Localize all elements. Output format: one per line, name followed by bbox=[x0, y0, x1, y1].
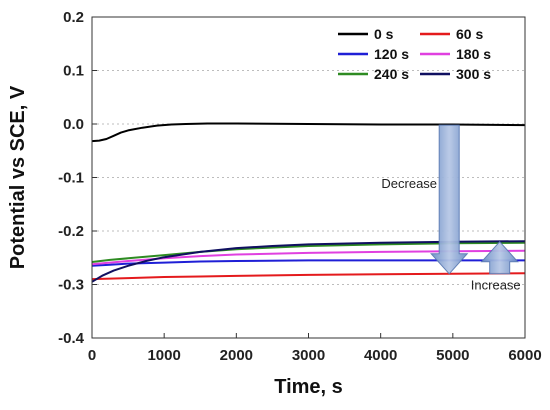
x-axis-title: Time, s bbox=[274, 376, 343, 398]
x-tick-label: 1000 bbox=[147, 347, 180, 364]
series-line bbox=[91, 272, 526, 281]
x-tick-label: 6000 bbox=[508, 347, 541, 364]
x-tick-label: 0 bbox=[88, 347, 96, 364]
axis-ticks: 0 1000 2000 3000 4000 5000 6000 -0.4 -0.3 -0.2 -0.… bbox=[58, 9, 542, 364]
series-line bbox=[91, 240, 526, 283]
y-tick-label: 0.0 bbox=[63, 116, 84, 133]
x-tick-label: 4000 bbox=[364, 347, 397, 364]
y-tick-label: -0.2 bbox=[58, 223, 84, 240]
y-tick-label: 0.1 bbox=[63, 63, 84, 80]
legend: 0 s 60 s 120 s 180 s 240 s 300 s bbox=[338, 26, 491, 82]
annotations: Decrease Increase bbox=[381, 124, 521, 293]
x-tick-label: 5000 bbox=[436, 347, 469, 364]
y-tick-label: -0.1 bbox=[58, 170, 84, 187]
y-tick-label: -0.3 bbox=[58, 277, 84, 294]
decrease-arrow bbox=[430, 124, 469, 275]
legend-label: 240 s bbox=[374, 66, 409, 82]
y-tick-label: -0.4 bbox=[58, 330, 85, 347]
y-axis-title: Potential vs SCE, V bbox=[7, 85, 29, 269]
legend-label: 180 s bbox=[456, 46, 491, 62]
decrease-label: Decrease bbox=[381, 176, 437, 191]
series-line bbox=[91, 259, 525, 267]
legend-label: 0 s bbox=[374, 26, 394, 42]
x-tick-label: 3000 bbox=[292, 347, 325, 364]
series-lines bbox=[91, 122, 526, 283]
increase-label: Increase bbox=[471, 278, 521, 293]
y-tick-label: 0.2 bbox=[63, 9, 84, 26]
legend-label: 60 s bbox=[456, 26, 483, 42]
legend-label: 120 s bbox=[374, 46, 409, 62]
legend-label: 300 s bbox=[456, 66, 491, 82]
increase-arrow bbox=[480, 240, 519, 275]
x-tick-label: 2000 bbox=[220, 347, 253, 364]
series-line bbox=[91, 122, 526, 143]
series-line bbox=[91, 249, 526, 266]
